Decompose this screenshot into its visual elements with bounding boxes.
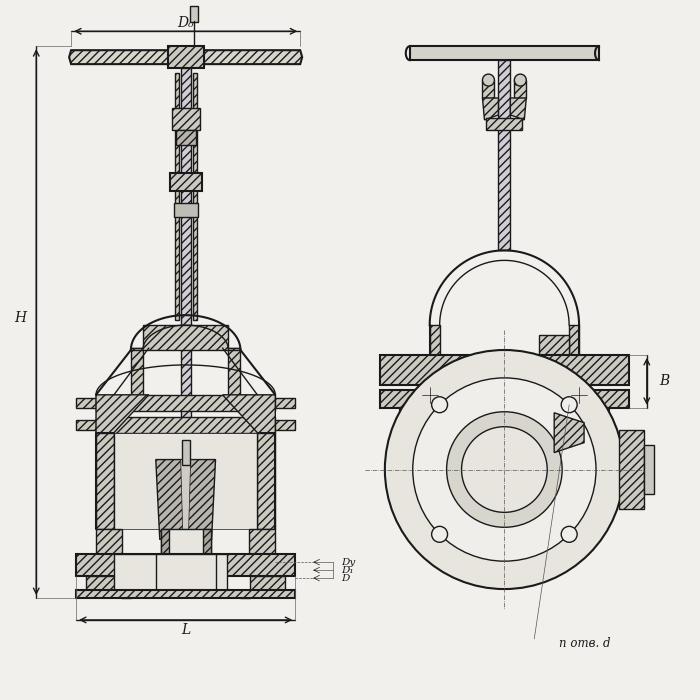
Bar <box>86 576 121 590</box>
Bar <box>275 420 295 430</box>
Bar <box>131 348 143 408</box>
Circle shape <box>482 74 494 86</box>
Text: Dу: Dу <box>341 558 356 567</box>
Text: D₁: D₁ <box>341 566 354 575</box>
Bar <box>569 325 579 365</box>
Bar <box>176 130 195 145</box>
Bar <box>251 576 286 590</box>
Bar <box>202 529 211 554</box>
Bar <box>96 529 122 554</box>
Bar <box>175 73 178 320</box>
Bar <box>76 420 96 430</box>
Text: D₀: D₀ <box>177 16 194 30</box>
Bar <box>76 554 295 576</box>
Bar <box>121 590 131 598</box>
Bar <box>96 416 275 433</box>
Circle shape <box>514 74 526 86</box>
Bar <box>114 433 258 529</box>
Bar <box>96 433 114 529</box>
Circle shape <box>432 526 447 542</box>
Bar <box>430 325 440 365</box>
Polygon shape <box>69 50 302 64</box>
Bar <box>96 395 275 411</box>
Bar <box>161 529 169 554</box>
Bar <box>486 118 522 130</box>
Polygon shape <box>156 460 216 539</box>
Text: L: L <box>181 623 190 637</box>
Bar <box>539 335 569 355</box>
Bar <box>181 68 190 529</box>
Bar <box>76 590 295 598</box>
Bar <box>172 108 200 130</box>
Bar <box>380 355 629 385</box>
Bar <box>190 6 197 22</box>
Bar <box>169 173 202 190</box>
Polygon shape <box>131 325 240 350</box>
Text: B: B <box>659 374 669 388</box>
Circle shape <box>461 427 547 512</box>
Polygon shape <box>223 395 275 433</box>
Bar <box>619 430 644 510</box>
Bar <box>156 554 216 590</box>
Text: n отв. d: n отв. d <box>559 637 610 650</box>
Bar <box>275 398 295 408</box>
Bar <box>410 46 599 60</box>
Bar <box>482 80 494 98</box>
Bar <box>249 529 275 554</box>
Circle shape <box>432 397 447 413</box>
Bar <box>228 348 240 408</box>
Bar <box>644 444 654 494</box>
Bar <box>498 60 510 251</box>
Polygon shape <box>510 98 526 120</box>
Circle shape <box>561 526 577 542</box>
Bar <box>114 554 228 590</box>
Bar <box>258 433 275 529</box>
Circle shape <box>385 350 624 589</box>
Polygon shape <box>554 413 584 453</box>
Bar <box>193 73 197 320</box>
Bar <box>174 202 197 216</box>
Bar <box>161 529 211 554</box>
Circle shape <box>413 378 596 561</box>
Circle shape <box>561 397 577 413</box>
Polygon shape <box>482 98 498 120</box>
Bar <box>182 440 190 465</box>
Bar <box>380 390 629 408</box>
Bar <box>240 590 251 598</box>
Bar <box>168 46 204 68</box>
Circle shape <box>447 412 562 527</box>
Polygon shape <box>96 395 149 433</box>
Text: D: D <box>341 573 349 582</box>
Bar <box>514 80 526 98</box>
Bar <box>408 408 601 458</box>
Polygon shape <box>181 460 190 529</box>
Text: H: H <box>14 311 27 325</box>
Bar <box>400 408 609 458</box>
Bar <box>76 398 96 408</box>
